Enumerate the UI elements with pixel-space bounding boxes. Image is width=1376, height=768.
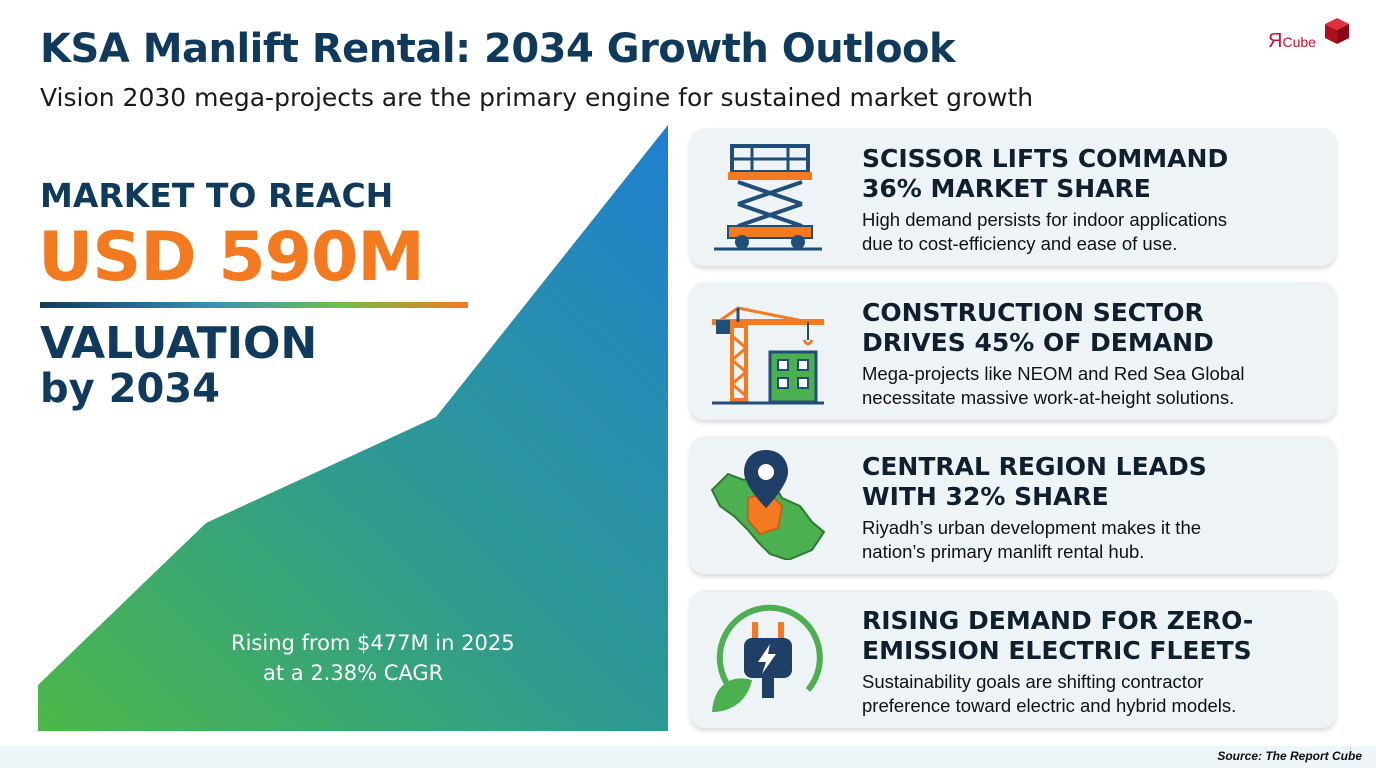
hero-value: USD 590M [38,218,425,297]
construction-crane-icon [712,306,824,405]
saudi-map-pin-icon [710,450,826,560]
card-title: CENTRAL REGION LEADS WITH 32% SHARE [862,452,1207,511]
card-title: RISING DEMAND FOR ZERO- EMISSION ELECTRIC… [862,606,1254,665]
hero-divider [40,302,468,308]
card-title: SCISSOR LIFTS COMMAND 36% MARKET SHARE [862,144,1229,203]
card-scissor-lifts: SCISSOR LIFTS COMMAND 36% MARKET SHARE Hi… [690,128,1336,266]
page-title: KSA Manlift Rental: 2034 Growth Outlook [40,26,956,72]
footer-bar: Source: The Report Cube [0,746,1376,768]
card-body: Sustainability goals are shifting contra… [862,671,1237,716]
card-central-region: CENTRAL REGION LEADS WITH 32% SHARE Riyad… [690,436,1336,574]
rising-text-line2: at a 2.38% CAGR [263,661,444,685]
brand-logo: ЯCube [1268,18,1354,58]
hero-line-year: by 2034 [40,366,220,412]
electric-plug-leaf-icon [712,604,823,712]
cube-icon [1325,18,1349,44]
card-title: CONSTRUCTION SECTOR DRIVES 45% OF DEMAND [862,298,1214,357]
card-construction-sector: CONSTRUCTION SECTOR DRIVES 45% OF DEMAND … [690,282,1336,420]
hero-line-market-to-reach: MARKET TO REACH [40,176,394,215]
source-note: Source: The Report Cube [1217,749,1362,763]
rising-text-line1: Rising from $477M in 2025 [231,631,515,655]
page-subtitle: Vision 2030 mega-projects are the primar… [40,83,1034,112]
logo-text: ЯCube [1268,30,1316,52]
card-body: High demand persists for indoor applicat… [862,209,1228,254]
growth-trend-shape [38,125,668,731]
card-body: Riyadh’s urban development makes it the n… [862,517,1202,562]
card-electric-fleets: RISING DEMAND FOR ZERO- EMISSION ELECTRIC… [690,590,1336,728]
card-body: Mega-projects like NEOM and Red Sea Glob… [862,363,1245,408]
hero-line-valuation: VALUATION [40,318,318,369]
scissor-lift-icon [714,144,822,251]
